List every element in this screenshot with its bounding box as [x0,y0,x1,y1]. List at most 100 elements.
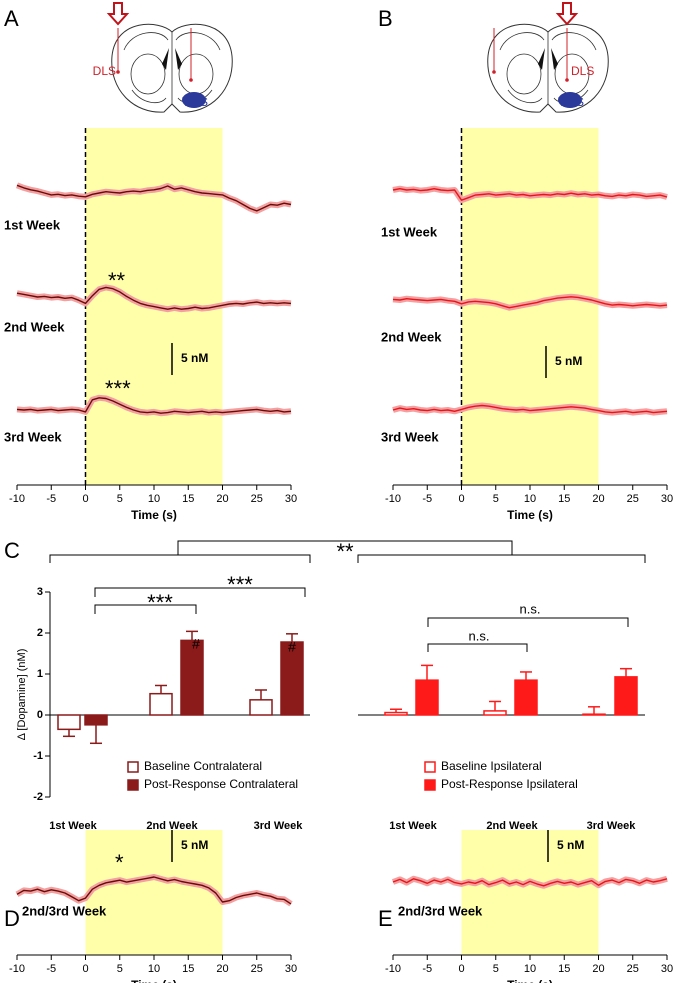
legend-swatch [424,761,436,773]
significance-label: *** [227,572,253,597]
x-tick-label: 30 [661,963,673,975]
panel-letter: D [4,906,20,931]
panel-letter: C [4,538,20,563]
trace-line [16,397,292,414]
y-axis-title: Δ [Dopamine] (nM) [16,649,28,741]
x-tick-label: 1st Week [49,820,97,832]
trace-line [392,188,668,201]
scale-bar-label: 5 nM [181,351,208,365]
y-tick-label: -1 [33,750,43,762]
x-tick-label: 0 [82,493,88,505]
x-tick-label: 25 [251,963,263,975]
x-axis-title: Time (s) [507,978,553,983]
bar [415,679,439,716]
x-tick-label: 20 [216,963,228,975]
x-tick-label: 25 [627,493,639,505]
x-tick-label: 25 [251,493,263,505]
y-tick-label: -2 [33,791,43,803]
x-tick-label: -5 [422,963,432,975]
x-tick-label: 15 [558,963,570,975]
bar [180,639,204,716]
trace-line [16,184,292,212]
x-tick-label: 0 [458,963,464,975]
x-tick-label: 20 [592,493,604,505]
x-tick-label: -10 [9,963,25,975]
panel-letter: B [378,6,393,31]
x-tick-label: 2nd Week [486,820,538,832]
significance-label: # [288,639,296,655]
trace-label: 2nd/3rd Week [22,903,107,918]
bar [384,711,408,716]
bar [614,676,638,716]
legend-swatch [127,761,139,773]
legend-label: Post-Response Ipsilateral [441,777,578,791]
region-label: VMS [558,95,584,109]
significance-label: * [115,850,124,875]
bar [249,699,273,716]
x-tick-label: -5 [422,493,432,505]
x-tick-label: 15 [558,493,570,505]
trace-line [392,878,668,887]
bar [514,679,538,716]
region-label: VMS [182,95,208,109]
bar [57,714,81,731]
significance-label: *** [147,590,173,615]
trace-label: 3rd Week [381,429,439,444]
x-tick-label: 1st Week [389,820,437,832]
trace-line [16,286,292,310]
x-tick-label: 30 [285,493,297,505]
trace-line [16,876,292,905]
trace-label: 1st Week [381,224,438,239]
bar [280,641,304,716]
significance-label: *** [105,376,131,401]
x-tick-label: 20 [592,963,604,975]
x-axis-title: Time (s) [131,978,177,983]
stimulus-window [461,830,599,955]
trace-label: 2nd Week [4,319,65,334]
region-label: DLS [93,64,116,78]
y-tick-label: 1 [37,668,43,680]
legend-label: Baseline Ipsilateral [441,759,542,773]
legend-swatch [424,779,436,791]
bar [149,692,173,716]
trace-label: 2nd Week [381,329,442,344]
legend-label: Post-Response Contralateral [144,777,298,791]
significance-label: n.s. [469,628,490,643]
significance-brackets [49,540,646,652]
x-tick-label: 5 [117,493,123,505]
y-tick-label: 0 [37,709,43,721]
x-tick-label: 10 [148,493,160,505]
x-tick-label: 2nd Week [146,820,198,832]
trace-line [392,296,668,309]
x-tick-label: 0 [82,963,88,975]
y-tick-label: 3 [37,586,43,598]
x-axis-title: Time (s) [507,508,553,522]
x-tick-label: 30 [285,963,297,975]
bar [582,713,606,716]
scale-bar-label: 5 nM [557,838,584,852]
x-tick-label: 10 [524,493,536,505]
x-tick-label: -10 [385,963,401,975]
stimulus-window [85,830,223,955]
y-tick-label: 2 [37,627,43,639]
x-tick-label: -5 [46,493,56,505]
x-tick-label: 25 [627,963,639,975]
x-tick-label: -10 [385,493,401,505]
x-tick-label: 3rd Week [254,820,304,832]
x-tick-label: 15 [182,493,194,505]
legend-swatch [127,779,139,791]
x-tick-label: 0 [458,493,464,505]
x-tick-label: 10 [524,963,536,975]
brain-diagram-b: DLS VMS [487,2,609,113]
legend-label: Baseline Contralateral [144,759,262,773]
trace-line [392,404,668,414]
region-label: DLS [571,64,594,78]
trace-label: 3rd Week [4,429,62,444]
significance-label: ** [108,268,126,293]
panel-letter: E [378,906,393,931]
x-tick-label: 20 [216,493,228,505]
x-axis-title: Time (s) [131,508,177,522]
x-tick-label: 3rd Week [587,820,637,832]
x-tick-label: 5 [493,493,499,505]
